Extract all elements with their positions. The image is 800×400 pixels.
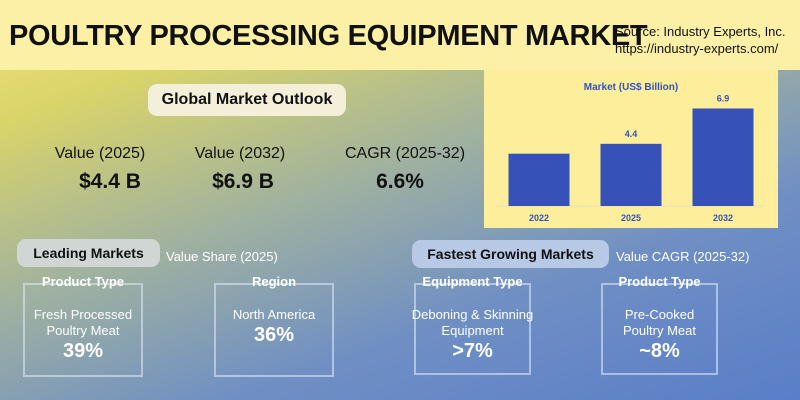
market-chart: Market (US$ Billion) 2022 2025 4.4 2032 6.9 xyxy=(484,70,778,228)
card-line: Deboning & Skinning xyxy=(411,307,534,322)
card-line: Pre-Cooked xyxy=(624,307,695,322)
bar-2022 xyxy=(508,153,570,206)
header-band: POULTRY PROCESSING EQUIPMENT MARKET Sour… xyxy=(0,0,800,70)
x-tick-label: 2025 xyxy=(621,213,641,223)
stat-value: $4.4 B xyxy=(79,170,141,193)
bar-2032 xyxy=(692,108,754,206)
stat-label: Value (2032) xyxy=(194,145,286,162)
outlook-title: Global Market Outlook xyxy=(148,84,346,116)
card-heading: Equipment Type xyxy=(422,274,523,289)
card-line: Poultry Meat xyxy=(623,323,696,338)
leading-markets-title: Leading Markets xyxy=(17,239,160,267)
card-heading: Region xyxy=(251,274,297,289)
card-heading: Product Type xyxy=(41,274,125,289)
card-fastest-equipment: Equipment Type Deboning & Skinning Equipm… xyxy=(412,274,533,375)
card-value: 39% xyxy=(62,340,104,362)
chart-title: Market (US$ Billion) xyxy=(584,82,678,93)
card-leading-product: Product Type Fresh Processed Poultry Meat… xyxy=(23,274,143,377)
source-name: Source: Industry Experts, Inc. xyxy=(615,24,786,39)
bar-2025 xyxy=(600,143,662,206)
card-value: >7% xyxy=(452,340,493,362)
card-fastest-product: Product Type Pre-Cooked Poultry Meat ~8% xyxy=(601,274,718,375)
data-label: 6.9 xyxy=(717,93,730,103)
bar-chart-svg: Market (US$ Billion) 2022 2025 4.4 2032 6.9 xyxy=(496,82,766,223)
card-line: Poultry Meat xyxy=(46,323,120,338)
stat-label: Value (2025) xyxy=(54,145,146,162)
card-line: Fresh Processed xyxy=(33,307,133,322)
fastest-subtitle: Value CAGR (2025-32) xyxy=(616,249,750,264)
stat-value: 6.6% xyxy=(376,170,424,193)
data-label: 4.4 xyxy=(625,129,638,139)
fastest-markets-title: Fastest Growing Markets xyxy=(412,240,609,268)
page-title: POULTRY PROCESSING EQUIPMENT MARKET xyxy=(9,20,648,52)
source-url: https://industry-experts.com/ xyxy=(615,41,779,56)
card-value: 36% xyxy=(253,324,295,346)
source-text: Source: Industry Experts, Inc. https://in… xyxy=(615,23,786,57)
card-line: Equipment xyxy=(441,323,504,338)
card-heading: Product Type xyxy=(618,274,701,289)
card-value: ~8% xyxy=(639,340,680,362)
stat-label: CAGR (2025-32) xyxy=(344,145,466,162)
x-tick-label: 2022 xyxy=(529,213,549,223)
stat-value: $6.9 B xyxy=(212,170,274,193)
card-leading-region: Region North America 36% xyxy=(214,274,334,377)
x-tick-label: 2032 xyxy=(713,213,733,223)
leading-subtitle: Value Share (2025) xyxy=(166,249,278,264)
card-line: North America xyxy=(232,307,316,322)
